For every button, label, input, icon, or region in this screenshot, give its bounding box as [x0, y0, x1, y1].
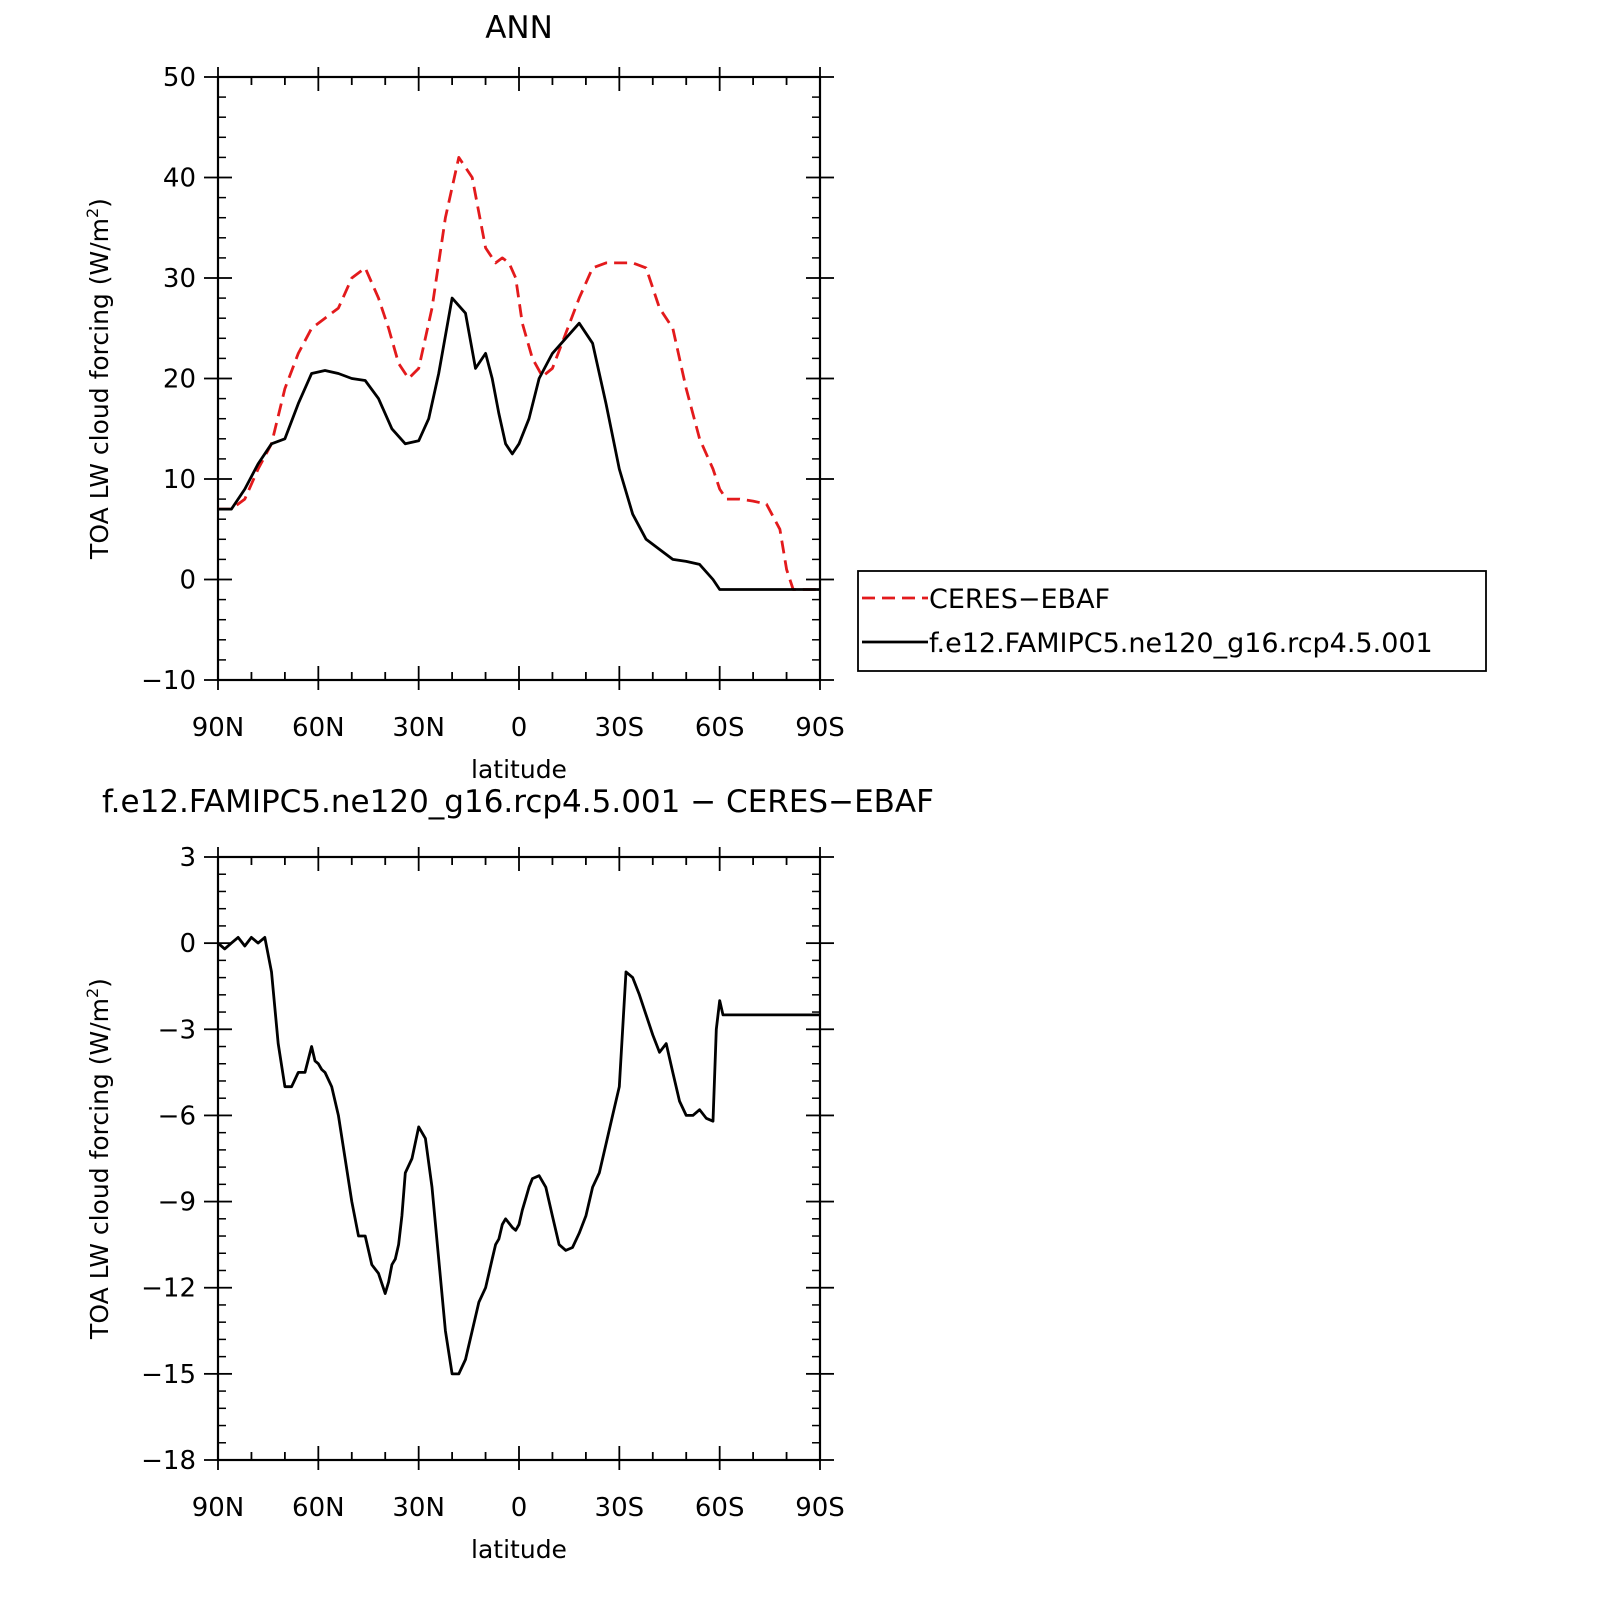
x-axis-label: latitude: [471, 1535, 567, 1564]
legend-label: f.e12.FAMIPC5.ne120_g16.rcp4.5.001: [929, 628, 1433, 659]
y-axis-label: TOA LW cloud forcing (W/m2): [83, 978, 114, 1340]
chart-panel-2: f.e12.FAMIPC5.ne120_g16.rcp4.5.001 − CER…: [83, 784, 934, 1564]
y-tick-label: 20: [163, 365, 196, 395]
plot-frame: [216, 855, 822, 1462]
series-line-difference: [218, 936, 820, 1376]
x-tick-label: 60N: [292, 1493, 345, 1523]
series-line-ceres-ebaf: [218, 155, 820, 591]
x-axis-label: latitude: [471, 755, 567, 784]
x-tick-label: 90N: [192, 1493, 245, 1523]
chart-title: ANN: [485, 10, 553, 46]
y-tick-label: −9: [158, 1188, 196, 1218]
legend-label: CERES−EBAF: [929, 584, 1110, 615]
x-tick-label: 90N: [192, 713, 245, 743]
y-tick-label: 0: [179, 566, 196, 596]
chart-panel-1: ANN 90N 60N 30N 0 30S 60S 90S −10 0 10 20 30 40 50 lati…: [83, 10, 1487, 784]
y-tick-label: 0: [179, 929, 196, 959]
x-tick-label: 30S: [595, 1493, 645, 1523]
x-tick-label: 60N: [292, 713, 345, 743]
x-tick-label: 30N: [392, 713, 445, 743]
x-tick-label: 30S: [595, 713, 645, 743]
y-tick-label: 10: [163, 465, 196, 495]
y-tick-label: −10: [141, 666, 196, 696]
chart-title: f.e12.FAMIPC5.ne120_g16.rcp4.5.001 − CER…: [102, 784, 934, 820]
y-tick-label: 3: [179, 843, 196, 873]
x-tick-label: 90S: [795, 1493, 845, 1523]
legend: CERES−EBAF f.e12.FAMIPC5.ne120_g16.rcp4.5…: [857, 570, 1487, 672]
y-tick-label: 30: [163, 264, 196, 294]
x-tick-label: 0: [511, 713, 528, 743]
y-tick-label: −12: [141, 1274, 196, 1304]
x-tick-label: 60S: [695, 713, 745, 743]
legend-box: [857, 570, 1487, 672]
x-tick-label: 60S: [695, 1493, 745, 1523]
series-line-f-e12-famipc5-ne120-g16-rcp4-5-001: [218, 296, 820, 591]
x-tick-label: 30N: [392, 1493, 445, 1523]
y-tick-label: −6: [158, 1101, 196, 1131]
y-axis-label: TOA LW cloud forcing (W/m2): [83, 198, 114, 560]
x-tick-label: 0: [511, 1493, 528, 1523]
y-tick-label: 50: [163, 63, 196, 93]
x-tick-label: 90S: [795, 713, 845, 743]
y-tick-label: −18: [141, 1446, 196, 1476]
y-tick-label: −15: [141, 1360, 196, 1390]
y-tick-label: 40: [163, 164, 196, 194]
y-tick-label: −3: [158, 1015, 196, 1045]
